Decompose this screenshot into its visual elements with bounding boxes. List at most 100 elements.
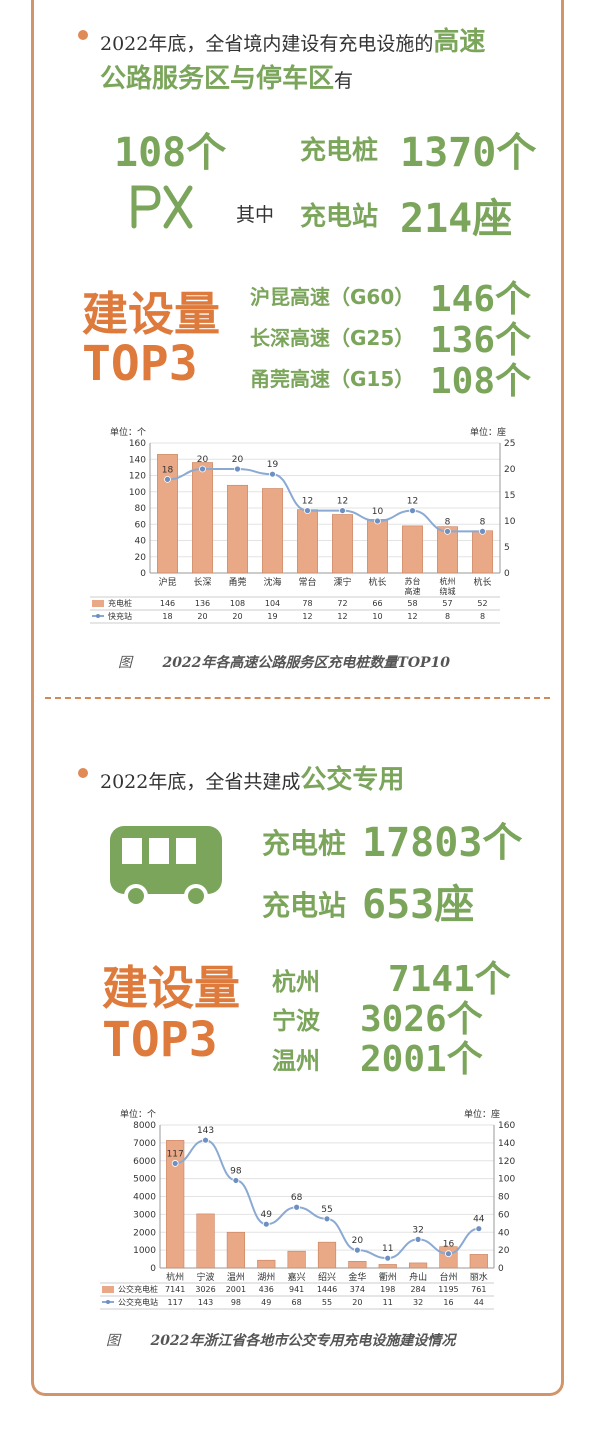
bar [196, 1213, 215, 1269]
category-label: 金华 [348, 1271, 366, 1283]
table-line-value: 8 [480, 612, 485, 621]
line-data-label: 12 [302, 497, 313, 507]
table-line-value: 19 [267, 612, 277, 621]
highway-intro: 2022年底，全省境内建设有充电设施的高速 [100, 21, 485, 58]
table-bar-value: 1446 [317, 1285, 337, 1294]
line-point [234, 465, 241, 473]
bus-top3-value-3: 2001个 [360, 1039, 483, 1080]
bus-caption-prefix: 图 [106, 1333, 120, 1349]
right-tick-label: 5 [504, 543, 510, 553]
line-data-label: 143 [197, 1126, 214, 1136]
knife-fork-icon [131, 185, 193, 229]
legend-line-marker [106, 1300, 110, 1304]
line-point [171, 1160, 179, 1167]
line-point [384, 1254, 392, 1262]
bullet-icon-2 [78, 768, 88, 778]
right-tick-label: 140 [498, 1139, 515, 1149]
right-tick-label: 0 [504, 569, 510, 579]
line-data-label: 12 [337, 497, 348, 507]
table-bar-value: 436 [259, 1285, 274, 1294]
category-label: 沈海 [263, 576, 281, 588]
highway-intro-text: 2022年底，全省境内建设有充电设施的 [100, 33, 434, 55]
bus-pile-value: 17803个 [362, 820, 523, 866]
card-frame [31, 0, 564, 1396]
table-bar-value: 58 [407, 599, 417, 608]
bus-top3-title-1: 建设量 [102, 961, 240, 1015]
highway-top3-title-1: 建设量 [82, 287, 220, 341]
service-area-count: 108个 [114, 130, 227, 176]
table-line-value: 20 [352, 1298, 362, 1307]
right-tick-label: 100 [498, 1175, 515, 1185]
table-line-value: 32 [413, 1298, 423, 1307]
line-point [232, 1177, 240, 1184]
line-point [339, 507, 346, 514]
left-tick-label: 40 [135, 537, 147, 547]
left-tick-label: 3000 [133, 1210, 156, 1220]
highway-intro-hl-2: 公路服务区与停车区 [100, 64, 335, 94]
right-tick-label: 120 [498, 1157, 515, 1167]
left-tick-label: 80 [135, 504, 147, 514]
line-data-label: 20 [232, 455, 244, 465]
category-label: 舟山 [409, 1271, 427, 1283]
table-line-value: 20 [197, 612, 207, 621]
left-tick-label: 5000 [133, 1175, 156, 1185]
highway-caption-text: 2022年各高速公路服务区充电桩数量TOP10 [162, 655, 451, 671]
bus-intro-hl: 公交专用 [300, 765, 405, 795]
bullet-icon [78, 30, 88, 40]
table-bar-value: 52 [477, 599, 487, 608]
category-label: 常台 [298, 576, 316, 588]
table-bar-value: 3026 [195, 1285, 215, 1294]
category-label: 杭长 [368, 576, 386, 588]
bus-caption: 图 2022年浙江省各地市公交专用充电设施建设情况 [106, 1330, 455, 1350]
bus-chart: 单位：个 单位：座01000200030004000500060007000800… [100, 1108, 515, 1310]
highway-caption: 图 2022年各高速公路服务区充电桩数量TOP10 [118, 652, 450, 672]
bus-pile-label: 充电桩 [262, 827, 347, 860]
line-point [374, 517, 381, 525]
line-point [414, 1235, 422, 1243]
left-tick-label: 120 [129, 472, 146, 482]
highway-intro-hl-1: 高速 [433, 27, 486, 57]
highway-top3-value-3: 108个 [430, 361, 532, 402]
series-line [167, 468, 483, 533]
table-bar-value: 761 [471, 1285, 486, 1294]
table-bar-value: 136 [195, 599, 210, 608]
table-bar-value: 1195 [438, 1285, 458, 1294]
highway-top3-name-1: 沪昆高速（G60） [250, 285, 415, 309]
bar [287, 1250, 306, 1269]
left-tick-label: 2000 [133, 1228, 156, 1238]
bar [408, 1262, 428, 1269]
line-point [323, 1215, 331, 1223]
bar [317, 1241, 337, 1269]
legend-line-name: 公交充电站 [118, 1297, 158, 1307]
line-data-label: 10 [372, 507, 384, 517]
line-data-label: 8 [480, 517, 486, 527]
category-label: 沪昆 [158, 576, 176, 588]
bar [227, 484, 248, 574]
right-tick-label: 25 [504, 439, 515, 449]
table-bar-value: 941 [289, 1285, 304, 1294]
line-data-label: 117 [167, 1149, 184, 1159]
table-bar-value: 284 [410, 1285, 425, 1294]
table-bar-value: 78 [302, 599, 312, 608]
category-label: 杭州 [166, 1271, 184, 1283]
left-tick-label: 0 [150, 1264, 156, 1274]
table-line-value: 49 [261, 1298, 271, 1307]
left-tick-label: 60 [135, 520, 147, 530]
bus-top3-name-1: 杭州 [272, 968, 320, 996]
bus-top3-title-2: TOP3 [102, 1012, 218, 1068]
bar [402, 525, 423, 574]
table-bar-value: 66 [372, 599, 382, 608]
table-line-value: 16 [443, 1298, 453, 1307]
left-tick-label: 4000 [133, 1193, 156, 1203]
category-label: 衢州 [379, 1271, 397, 1283]
among-text: 其中 [236, 204, 275, 226]
left-unit-label: 单位：个 [110, 426, 146, 438]
table-line-value: 143 [198, 1298, 213, 1307]
table-bar-value: 108 [230, 599, 245, 608]
section-divider [45, 697, 550, 699]
left-tick-label: 1000 [133, 1246, 156, 1256]
table-line-value: 12 [302, 612, 312, 621]
highway-top3-title-2: TOP3 [82, 336, 198, 392]
line-data-label: 11 [382, 1244, 393, 1254]
bus-top3-name-2: 宁波 [272, 1007, 320, 1035]
